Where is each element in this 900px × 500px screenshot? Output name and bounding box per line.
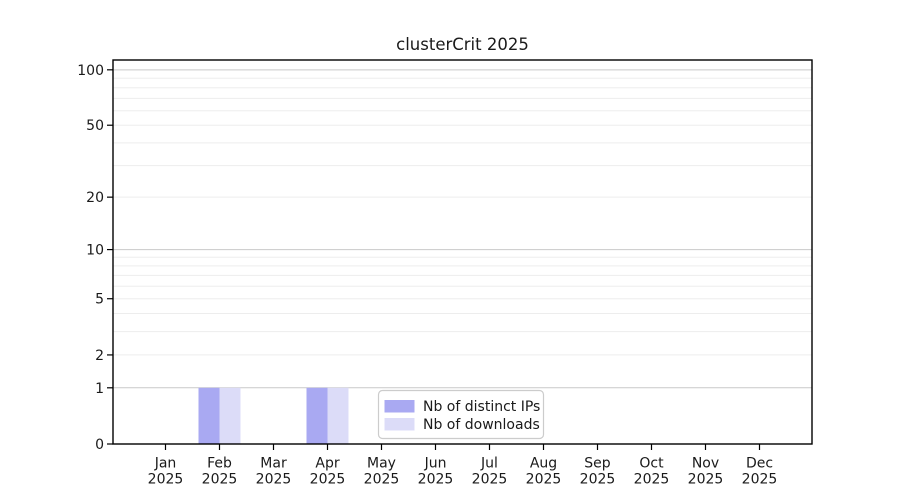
legend-swatch [384, 400, 415, 413]
x-tick-year: 2025 [256, 472, 292, 488]
x-tick-month: Feb [207, 456, 232, 472]
x-tick-month: May [367, 456, 396, 472]
x-tick-month: Jun [424, 456, 447, 472]
x-tick-year: 2025 [418, 472, 454, 488]
bar-downloads [219, 387, 241, 444]
chart-title: clusterCrit 2025 [396, 35, 529, 54]
y-tick-label: 20 [86, 190, 104, 206]
legend-label: Nb of distinct IPs [423, 399, 540, 415]
y-tick-label: 1 [95, 381, 104, 397]
legend-box [377, 389, 545, 440]
y-tick-label: 0 [95, 437, 104, 453]
plot-border [112, 59, 813, 445]
x-tick-month: Nov [692, 456, 719, 472]
y-tick-label: 100 [77, 63, 104, 79]
x-tick-year: 2025 [634, 472, 670, 488]
bars [198, 387, 349, 444]
x-tick-month: Aug [530, 456, 557, 472]
y-tick-label: 5 [95, 292, 104, 308]
bar-distinct-ips [306, 387, 328, 444]
x-tick-month: Mar [260, 456, 287, 472]
x-tick-year: 2025 [742, 472, 778, 488]
x-tick-year: 2025 [310, 472, 346, 488]
x-tick-month: Jan [154, 456, 177, 472]
legend: Nb of distinct IPs Nb of downloads [377, 389, 545, 440]
x-tick-year: 2025 [472, 472, 508, 488]
axes: 0125102050100Jan2025Feb2025Mar2025Apr202… [77, 63, 777, 488]
bar-distinct-ips [198, 387, 220, 444]
x-tick-year: 2025 [526, 472, 562, 488]
x-tick-month: Oct [639, 456, 664, 472]
x-tick-year: 2025 [148, 472, 184, 488]
x-tick-month: Dec [746, 456, 773, 472]
x-tick-year: 2025 [202, 472, 238, 488]
x-tick-month: Sep [584, 456, 611, 472]
legend-label: Nb of downloads [423, 417, 540, 433]
x-tick-year: 2025 [580, 472, 616, 488]
x-tick-month: Apr [315, 456, 339, 472]
plot-frame [112, 59, 813, 445]
y-tick-label: 2 [95, 348, 104, 364]
y-tick-label: 50 [86, 118, 104, 134]
y-tick-label: 10 [86, 243, 104, 259]
x-tick-year: 2025 [688, 472, 724, 488]
gridlines [113, 69, 812, 389]
legend-swatch [384, 418, 415, 431]
bar-downloads [327, 387, 349, 444]
x-tick-year: 2025 [364, 472, 400, 488]
x-tick-month: Jul [480, 456, 498, 472]
